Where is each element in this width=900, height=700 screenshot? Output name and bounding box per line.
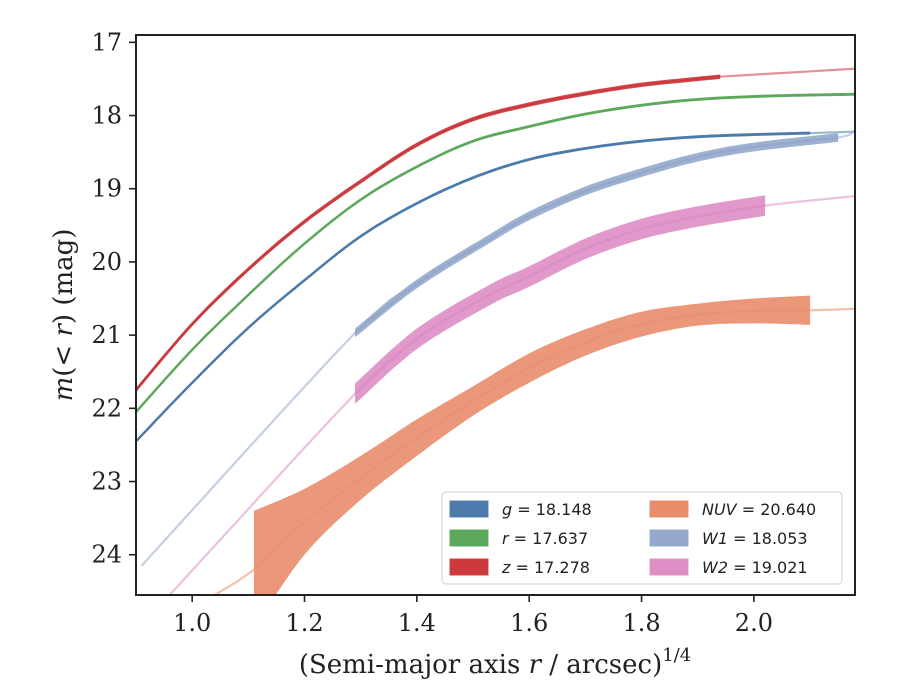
x-axis: 1.0 1.2 1.4 1.6 1.8 2.0 [173,595,773,637]
y-axis: 17 18 19 20 21 22 23 24 [91,28,136,569]
legend-label-g: g = 18.148 [502,500,592,519]
x-tick-label: 1.8 [622,609,660,637]
series-r-extrapolation [136,93,855,413]
y-tick-label: 23 [91,468,122,496]
legend-swatch-nuv [649,500,689,518]
x-tick-label: 2.0 [735,609,773,637]
x-tick-label: 1.0 [173,609,211,637]
series-w2-band [355,195,766,404]
legend-swatch-z [449,558,489,576]
series-r-band [136,92,855,414]
series-z-line [136,75,721,391]
series-w1-line [354,136,839,334]
legend-swatch-w2 [649,558,689,576]
legend-label-w2: W2 = 19.021 [702,558,808,577]
x-axis-label: (Semi-major axis r / arcsec)1/4 [299,645,691,680]
x-tick-label: 1.6 [510,609,548,637]
y-tick-label: 24 [91,541,122,569]
series-nuv-band [254,295,811,595]
y-tick-label: 21 [91,321,122,349]
y-tick-label: 19 [91,175,122,203]
legend-label-z: z = 17.278 [501,558,590,577]
legend-label-r: r = 17.637 [502,529,588,548]
series-w2-line [354,204,766,395]
legend-swatch-w1 [649,529,689,547]
plot-area [136,67,855,595]
y-tick-label: 18 [91,102,122,130]
y-tick-label: 17 [91,28,122,56]
y-axis-label: m(< r) (mag) [49,229,79,402]
legend-label-nuv: NUV = 20.640 [702,500,816,519]
x-tick-label: 1.4 [398,609,436,637]
series-r-line [136,93,855,413]
plot-frame [135,34,856,596]
legend-label-w1: W1 = 18.053 [702,529,808,548]
legend: g = 18.148 r = 17.637 z = 17.278 NUV = 20.6… [441,491,843,585]
series-z-extrapolation [136,67,855,391]
y-tick-label: 20 [91,248,122,276]
series-g-line [136,131,811,443]
legend-box [441,491,843,585]
x-tick-label: 1.2 [285,609,323,637]
legend-swatch-r [449,529,489,547]
legend-swatch-g [449,500,489,518]
y-tick-label: 22 [91,394,122,422]
